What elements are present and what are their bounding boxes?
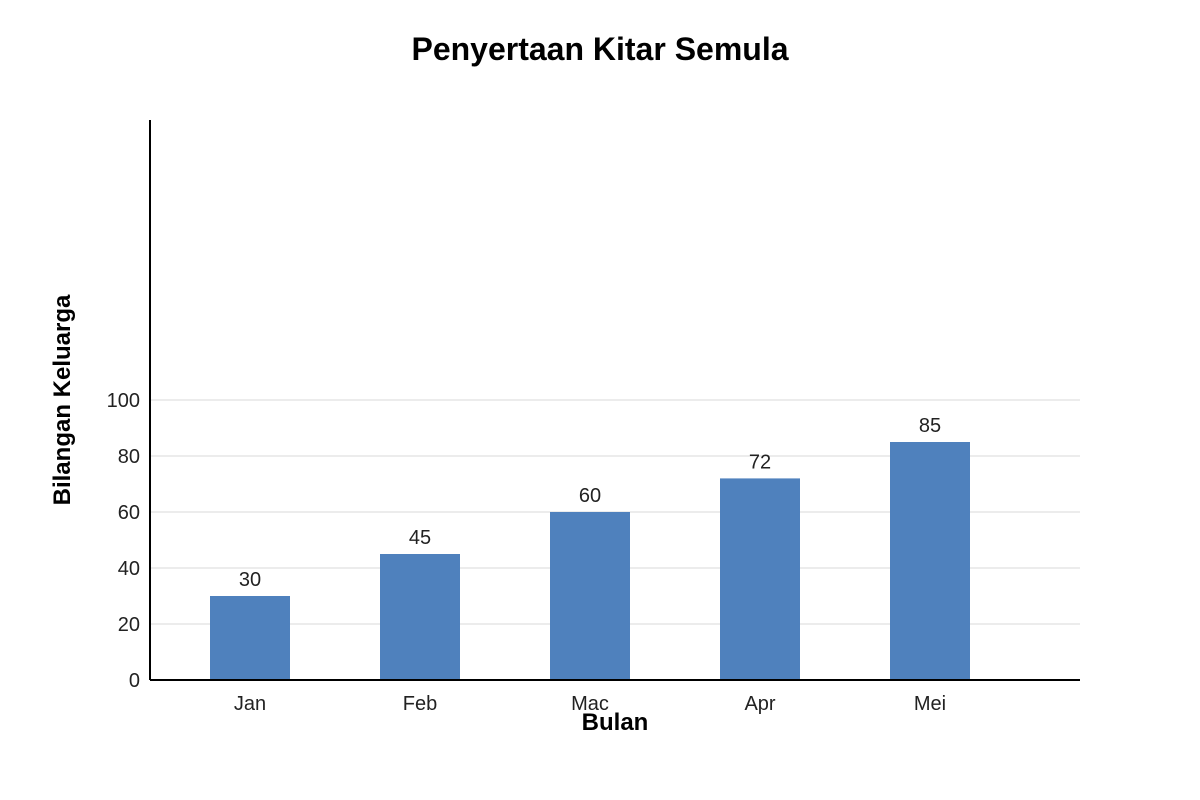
x-tick-label-apr: Apr bbox=[744, 693, 775, 715]
x-tick-label-mac: Mac bbox=[571, 693, 609, 715]
x-tick-label-mei: Mei bbox=[914, 693, 946, 715]
y-tick-label: 60 bbox=[118, 502, 140, 524]
bar-jan bbox=[210, 596, 290, 680]
y-tick-label: 0 bbox=[129, 670, 140, 692]
bar-apr bbox=[720, 478, 800, 680]
data-label-apr: 72 bbox=[749, 451, 771, 473]
x-tick-label-feb: Feb bbox=[403, 693, 437, 715]
y-tick-label: 100 bbox=[107, 390, 140, 412]
y-tick-label: 80 bbox=[118, 446, 140, 468]
y-tick-label: 40 bbox=[118, 558, 140, 580]
data-label-feb: 45 bbox=[409, 527, 431, 549]
bar-feb bbox=[380, 554, 460, 680]
data-label-jan: 30 bbox=[239, 569, 261, 591]
y-tick-labels: 0 20 40 60 80 100 bbox=[107, 390, 140, 692]
data-label-mei: 85 bbox=[919, 415, 941, 437]
chart-title: Penyertaan Kitar Semula bbox=[411, 31, 788, 67]
bars bbox=[210, 442, 970, 680]
x-tick-label-jan: Jan bbox=[234, 693, 266, 715]
bar-mac bbox=[550, 512, 630, 680]
y-tick-label: 20 bbox=[118, 614, 140, 636]
x-tick-labels: Jan Feb Mac Apr Mei bbox=[234, 693, 946, 715]
x-axis-title: Bulan bbox=[582, 709, 649, 736]
data-labels: 30 45 60 72 85 bbox=[239, 415, 941, 591]
data-label-mac: 60 bbox=[579, 485, 601, 507]
y-axis-title: Bilangan Keluarga bbox=[49, 294, 76, 505]
bar-mei bbox=[890, 442, 970, 680]
